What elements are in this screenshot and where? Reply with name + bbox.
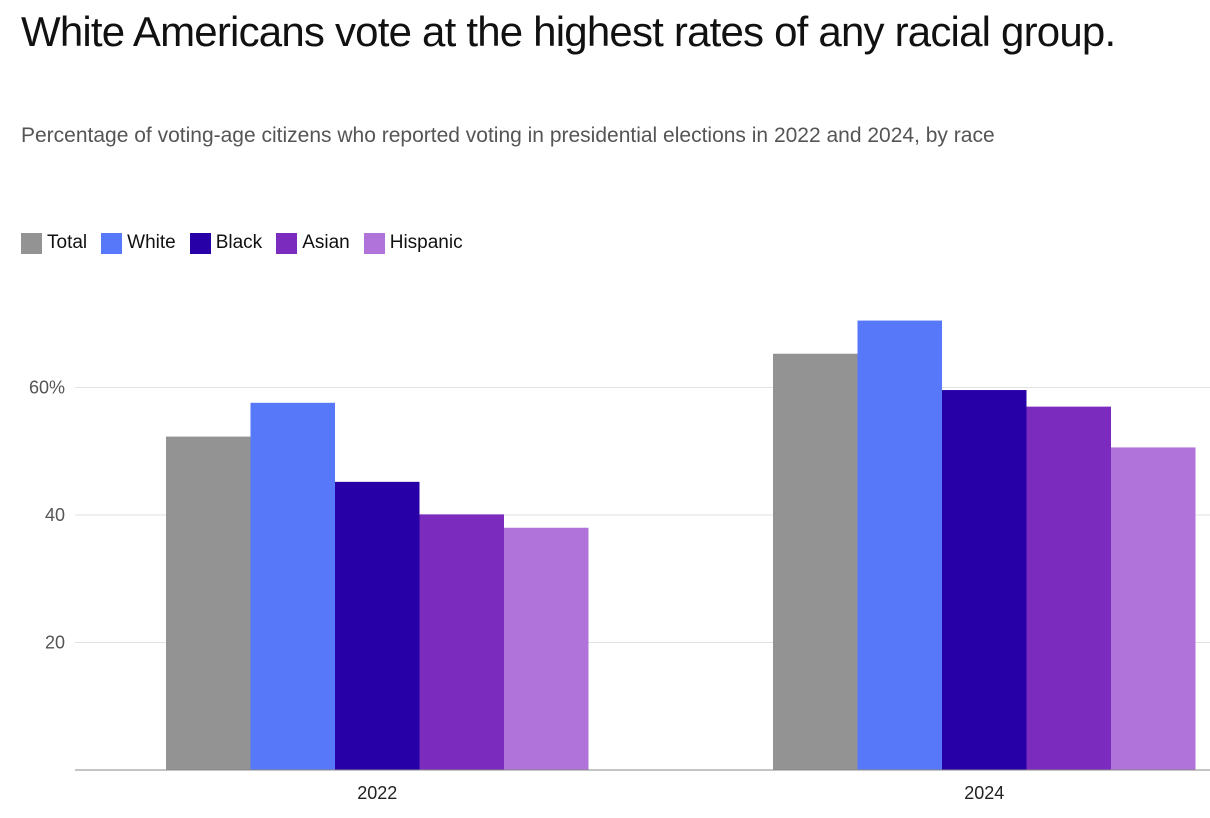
legend-swatch (189, 232, 211, 254)
legend-item-total: Total (21, 232, 87, 254)
bar-hispanic-2022 (504, 527, 589, 770)
bar-white-2022 (250, 402, 335, 770)
legend-swatch (21, 232, 42, 254)
y-tick-label: 40 (45, 505, 65, 525)
legend-swatch (276, 232, 298, 254)
bar-black-2022 (335, 481, 420, 770)
legend-label: White (127, 232, 176, 253)
x-tick-label: 2022 (357, 783, 397, 803)
legend-item-white: White (101, 232, 176, 254)
bar-total-2022 (166, 436, 251, 770)
legend-label: Black (215, 232, 263, 253)
chart-subtitle: Percentage of voting-age citizens who re… (21, 124, 995, 147)
bar-asian-2024 (1026, 406, 1111, 770)
x-tick-label: 2024 (964, 783, 1004, 803)
legend-label: Asian (302, 232, 350, 253)
legend-label: Hispanic (389, 232, 463, 253)
y-tick-label: 60% (29, 378, 65, 398)
legend-item-hispanic: Hispanic (363, 232, 463, 254)
legend-swatch (101, 232, 123, 254)
axes: 20 40 60% 2022 2024 (29, 378, 1210, 803)
legend-swatch (363, 232, 385, 254)
bar-total-2024 (773, 353, 858, 770)
legend-item-black: Black (189, 232, 263, 254)
chart-title: White Americans vote at the highest rate… (21, 8, 1116, 55)
y-tick-label: 20 (45, 633, 65, 653)
legend-item-asian: Asian (276, 232, 350, 254)
bar-black-2024 (942, 390, 1027, 770)
bar-asian-2022 (419, 514, 504, 770)
bar-white-2024 (857, 320, 942, 770)
bar-hispanic-2024 (1111, 447, 1196, 770)
legend-label: Total (47, 232, 88, 253)
bars (166, 320, 1196, 770)
legend: Total White Black Asian Hispanic (21, 232, 477, 254)
